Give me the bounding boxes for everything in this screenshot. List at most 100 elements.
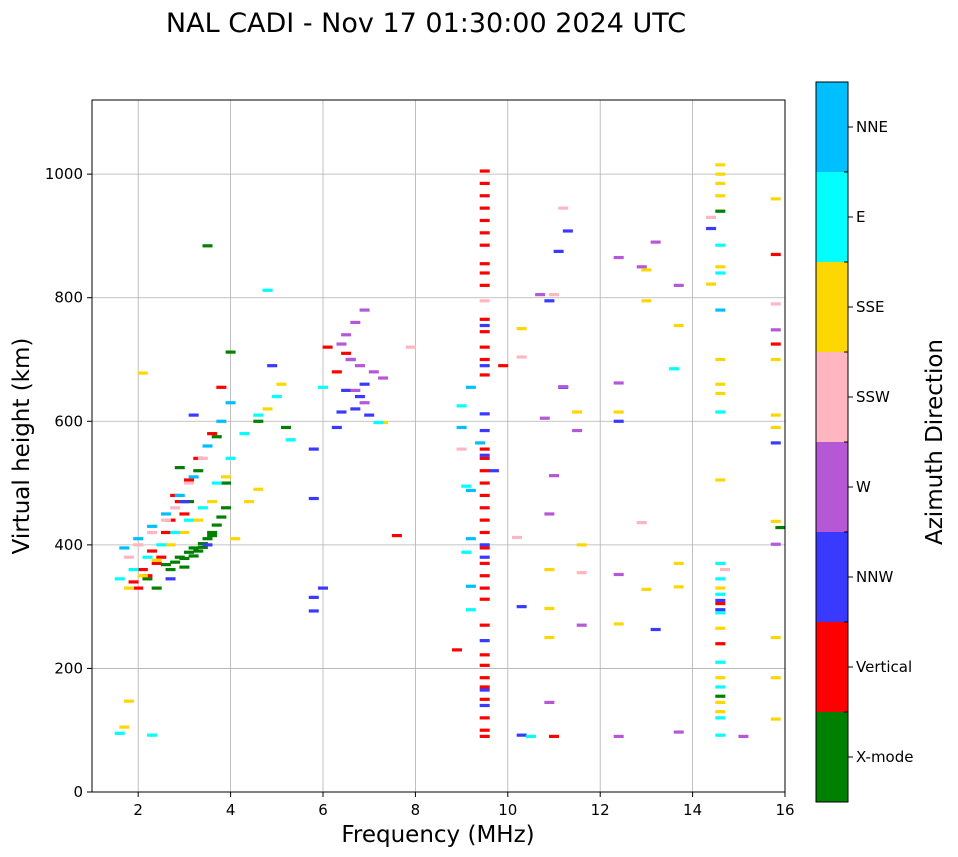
data-point bbox=[715, 382, 726, 386]
colorbar-label: Azimuth Direction bbox=[922, 339, 948, 545]
data-point bbox=[170, 560, 181, 564]
data-point bbox=[359, 308, 370, 312]
data-point bbox=[174, 466, 185, 470]
series-w bbox=[336, 240, 781, 738]
data-point bbox=[770, 328, 781, 332]
data-point bbox=[479, 734, 490, 738]
colorbar-segment bbox=[816, 172, 848, 262]
data-point bbox=[285, 438, 296, 442]
data-point bbox=[188, 554, 199, 558]
data-point bbox=[479, 218, 490, 223]
y-axis-label: Virtual height (km) bbox=[9, 338, 35, 555]
data-point bbox=[207, 530, 218, 535]
data-point bbox=[281, 425, 292, 430]
data-point bbox=[613, 622, 624, 626]
data-point bbox=[465, 488, 476, 493]
data-point bbox=[202, 244, 213, 248]
data-point bbox=[188, 546, 199, 550]
data-point bbox=[715, 243, 726, 247]
data-point bbox=[160, 518, 171, 522]
data-point bbox=[133, 537, 144, 541]
data-point bbox=[673, 561, 684, 565]
colorbar-tick-label: SSW bbox=[856, 388, 890, 406]
data-point bbox=[364, 413, 375, 417]
data-point bbox=[479, 623, 490, 627]
data-point bbox=[170, 530, 181, 535]
data-point bbox=[715, 626, 726, 630]
data-point bbox=[114, 577, 125, 581]
data-point bbox=[479, 194, 490, 198]
data-point bbox=[479, 543, 490, 547]
data-point bbox=[465, 608, 476, 612]
data-point bbox=[479, 530, 490, 535]
data-point bbox=[479, 317, 490, 321]
data-point bbox=[276, 382, 287, 386]
data-point bbox=[211, 481, 222, 485]
data-point bbox=[512, 535, 523, 540]
data-point bbox=[220, 506, 231, 510]
data-point bbox=[465, 584, 476, 588]
x-tick-label: 16 bbox=[775, 801, 794, 819]
data-point bbox=[479, 364, 490, 368]
data-point bbox=[479, 453, 490, 457]
data-point bbox=[456, 447, 467, 451]
data-point bbox=[715, 271, 726, 275]
data-point bbox=[465, 385, 476, 389]
data-point bbox=[350, 320, 361, 325]
data-point bbox=[188, 413, 199, 417]
data-point bbox=[123, 555, 134, 559]
x-axis-label: Frequency (MHz) bbox=[341, 822, 534, 848]
data-point bbox=[669, 367, 680, 371]
data-point bbox=[359, 382, 370, 386]
data-point bbox=[156, 543, 167, 547]
x-tick-label: 8 bbox=[411, 801, 421, 819]
data-point bbox=[479, 345, 490, 349]
colorbar-segment bbox=[816, 712, 848, 802]
data-point bbox=[535, 293, 546, 297]
data-point bbox=[197, 506, 208, 510]
colorbar-segment bbox=[816, 442, 848, 532]
data-point bbox=[770, 542, 781, 546]
data-point bbox=[147, 733, 158, 737]
data-point bbox=[636, 521, 647, 525]
data-point bbox=[715, 608, 726, 612]
data-point bbox=[715, 685, 726, 689]
data-point bbox=[525, 734, 536, 738]
data-point bbox=[479, 555, 490, 559]
data-point bbox=[549, 474, 559, 478]
data-point bbox=[479, 574, 490, 578]
x-tick-label: 12 bbox=[591, 801, 610, 819]
data-point bbox=[207, 432, 218, 436]
data-point bbox=[123, 586, 134, 590]
data-point bbox=[331, 370, 342, 374]
data-point bbox=[479, 428, 490, 433]
data-point bbox=[207, 500, 218, 504]
data-point bbox=[479, 697, 490, 701]
data-point bbox=[613, 410, 624, 414]
data-point bbox=[147, 549, 158, 553]
data-point bbox=[475, 441, 486, 445]
data-point bbox=[151, 561, 162, 565]
colorbar-segment bbox=[816, 622, 848, 712]
data-point bbox=[142, 555, 153, 559]
data-point bbox=[174, 493, 185, 498]
data-point bbox=[479, 243, 490, 247]
y-tick-label: 0 bbox=[73, 783, 83, 801]
data-point bbox=[770, 197, 781, 201]
data-point bbox=[479, 653, 490, 657]
data-point bbox=[147, 530, 158, 535]
data-point bbox=[184, 481, 195, 485]
data-point bbox=[465, 537, 476, 541]
x-tick-label: 10 bbox=[498, 801, 517, 819]
data-point bbox=[197, 545, 208, 549]
data-point bbox=[119, 546, 130, 550]
data-point bbox=[350, 388, 361, 392]
data-point bbox=[715, 391, 726, 396]
data-point bbox=[770, 252, 781, 257]
colorbar-tick-label: X-mode bbox=[856, 748, 913, 766]
data-point bbox=[225, 350, 236, 354]
data-point bbox=[479, 262, 490, 266]
data-point bbox=[461, 484, 472, 488]
data-point bbox=[341, 388, 352, 392]
